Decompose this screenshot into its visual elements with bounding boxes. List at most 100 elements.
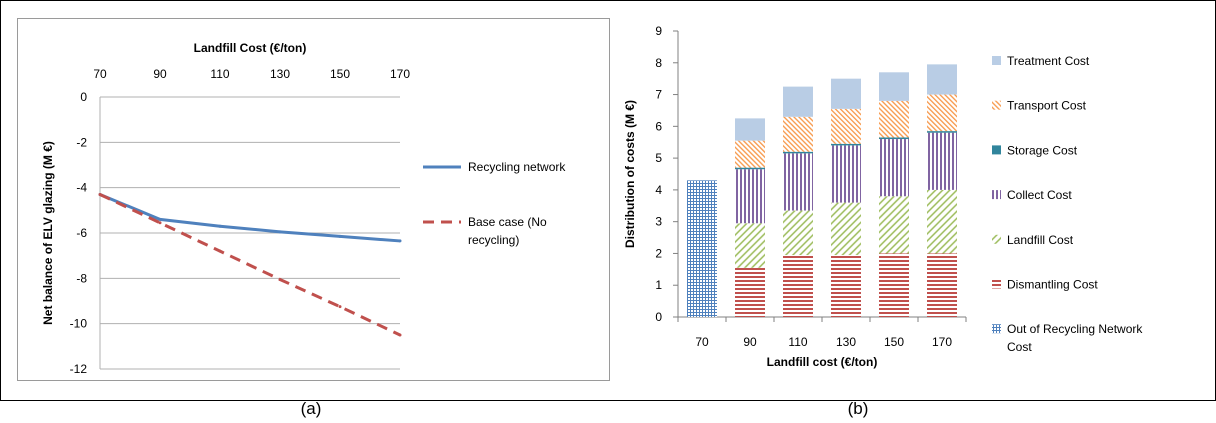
series-point-a-0-4 [338,234,342,238]
bar-segment-b-4-6 [879,72,909,101]
bar-segment-b-4-4 [879,137,909,140]
stacked-bar-chart-b: 0 1 2 3 4 5 6 7 8 9 70 90 110 130 150 170 Landfill cost … [623,24,1143,369]
x-tick-label-a-5: 170 [390,67,410,81]
series-point-a-1-5 [398,333,402,337]
series-point-a-1-0 [98,192,102,196]
series-point-a-1-2 [218,249,222,253]
y-tick-label-a-1: -2 [76,135,87,149]
bar-segment-b-4-1 [879,253,909,317]
y-tick-label-b-0: 0 [655,310,662,324]
y-axis-label-b: Distribution of costs (M €) [623,100,637,248]
series-point-a-1-3 [278,277,282,281]
bar-segment-b-1-5 [735,140,765,168]
bar-segment-b-2-3 [783,153,813,211]
y-tick-label-a-3: -6 [76,226,87,240]
line-chart-a: 0 -2 -4 -6 -8 -10 -12 70 90 110 130 150 170 Landfill … [41,41,566,376]
x-tick-label-a-2: 110 [210,67,229,81]
x-tick-label-b-0: 70 [695,335,709,349]
legend-swatch-b-0 [992,324,1001,334]
legend-label-a-0-0: Recycling network [468,160,566,174]
legend-swatch-b-2 [992,234,1001,244]
bar-segment-b-2-1 [783,255,813,317]
bar-segment-b-4-3 [879,139,909,197]
x-tick-label-a-4: 150 [330,67,350,81]
y-tick-label-b-8: 8 [655,56,662,70]
y-tick-label-a-2: -4 [76,181,87,195]
bar-segment-b-3-5 [831,108,861,144]
bar-segment-b-2-2 [783,210,813,256]
bar-segment-b-5-4 [927,131,957,133]
y-tick-label-b-1: 1 [655,278,662,292]
x-tick-label-b-4: 150 [884,335,904,349]
y-tick-label-a-4: -8 [76,271,87,285]
bar-segment-b-1-2 [735,223,765,268]
bar-segment-b-1-4 [735,167,765,170]
bar-segment-b-4-2 [879,196,909,254]
series-point-a-0-5 [398,239,402,243]
legend-label-a-1-0: Base case (No [468,215,547,229]
bar-segment-b-5-3 [927,132,957,190]
x-tick-label-b-2: 110 [788,335,807,349]
x-tick-label-a-1: 90 [153,67,167,81]
bar-segment-b-1-1 [735,267,765,317]
legend-label-b-6-0: Treatment Cost [1007,54,1090,68]
x-tick-label-b-3: 130 [836,335,856,349]
series-point-a-0-1 [158,217,162,221]
legend-label-b-5-0: Transport Cost [1007,99,1087,113]
legend-label-b-1-0: Dismantling Cost [1007,278,1098,292]
y-tick-label-b-3: 3 [655,215,662,229]
x-tick-label-a-3: 130 [270,67,290,81]
legend-label-b-0-1: Cost [1007,340,1032,354]
series-point-a-0-2 [218,224,222,228]
legend-swatch-b-6 [992,56,1001,65]
bar-segment-b-3-1 [831,255,861,317]
legend-swatch-b-4 [992,145,1001,155]
y-tick-label-b-6: 6 [655,119,662,133]
bar-segment-b-3-3 [831,145,861,203]
bar-segment-b-4-5 [879,100,909,138]
series-line-a-1 [99,193,401,337]
bar-segment-b-3-2 [831,202,861,256]
y-tick-label-b-4: 4 [655,183,662,197]
y-tick-label-a-0: 0 [80,90,87,104]
x-tick-label-a-0: 70 [93,67,107,81]
bar-segment-b-3-4 [831,143,861,146]
y-axis-label-a: Net balance of ELV glazing (M €) [41,141,55,325]
bar-segment-b-5-1 [927,253,957,317]
series-point-a-1-4 [338,305,342,309]
chart-a-border [17,18,610,381]
bar-segment-b-0-0 [687,180,717,317]
bar-segment-b-1-6 [735,118,765,141]
y-tick-label-a-5: -10 [70,317,88,331]
y-tick-label-a-6: -12 [70,362,88,376]
x-axis-label-b: Landfill cost (€/ton) [767,355,878,369]
y-tick-label-b-9: 9 [655,24,662,38]
series-point-a-0-3 [278,230,282,234]
bar-segment-b-2-5 [783,116,813,152]
bar-segment-b-5-2 [927,189,957,254]
y-tick-label-b-5: 5 [655,151,662,165]
caption-a: (a) [301,399,322,418]
legend-swatch-b-1 [992,279,1001,289]
bar-segment-b-5-5 [927,94,957,132]
bar-segment-b-5-6 [927,64,957,95]
legend-label-b-2-0: Landfill Cost [1007,233,1074,247]
legend-label-b-3-0: Collect Cost [1007,188,1072,202]
y-tick-label-b-2: 2 [655,246,662,260]
bar-segment-b-2-4 [783,151,813,154]
bar-segment-b-2-6 [783,86,813,117]
x-tick-label-b-1: 90 [743,335,757,349]
legend-swatch-b-3 [992,190,1001,200]
y-tick-label-b-7: 7 [655,88,662,102]
x-axis-label-a: Landfill Cost (€/ton) [194,41,307,55]
legend-label-b-0-0: Out of Recycling Network [1007,322,1143,336]
series-point-a-1-1 [158,221,162,225]
series-line-a-0 [99,193,401,243]
legend-label-a-1-1: recycling) [468,233,519,247]
legend-label-b-4-0: Storage Cost [1007,143,1078,157]
x-tick-label-b-5: 170 [932,335,952,349]
legend-swatch-b-5 [992,100,1001,110]
bar-segment-b-1-3 [735,169,765,224]
caption-b: (b) [848,399,869,418]
